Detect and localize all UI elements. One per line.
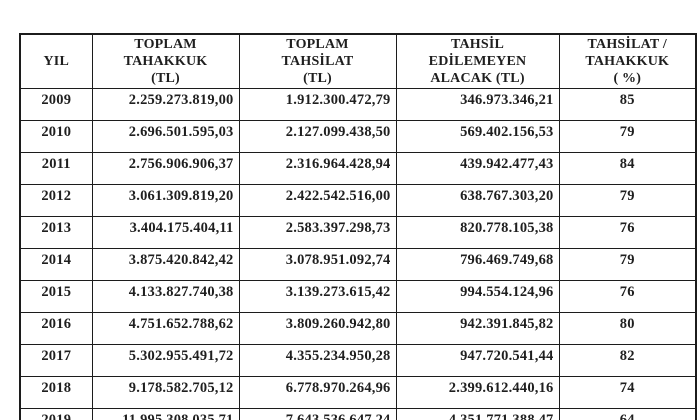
cell-toplam-tahsilat: 3.809.260.942,80 (238, 312, 397, 345)
cell-toplam-tahakkuk: 2.756.906.906,37 (91, 152, 240, 185)
column-header-tahsil-edilemeyen-alacak: TAHSİL EDİLEMEYEN ALACAK (TL) (395, 33, 560, 89)
cell-tahsilat-tahakkuk-orani: 79 (558, 248, 697, 281)
cell-toplam-tahakkuk: 4.133.827.740,38 (91, 280, 240, 313)
cell-toplam-tahakkuk: 3.875.420.842,42 (91, 248, 240, 281)
column-header-toplam-tahakkuk: TOPLAM TAHAKKUK (TL) (91, 33, 240, 89)
cell-toplam-tahsilat: 4.355.234.950,28 (238, 344, 397, 377)
cell-tahsilat-tahakkuk-orani: 85 (558, 88, 697, 121)
table-row: 2019 11.995.308.035,71 7.643.536.647,24 4.3… (19, 408, 697, 420)
cell-tahsil-edilemeyen-alacak: 4.351.771.388,47 (395, 408, 560, 420)
table-row: 2017 5.302.955.491,72 4.355.234.950,28 947.… (19, 344, 697, 377)
cell-tahsil-edilemeyen-alacak: 2.399.612.440,16 (395, 376, 560, 409)
cell-toplam-tahsilat: 3.078.951.092,74 (238, 248, 397, 281)
cell-tahsilat-tahakkuk-orani: 76 (558, 216, 697, 249)
tax-collection-table: YIL TOPLAM TAHAKKUK (TL) TOPLAM TAHSİLAT… (19, 33, 697, 420)
cell-year: 2013 (19, 216, 93, 249)
cell-tahsil-edilemeyen-alacak: 638.767.303,20 (395, 184, 560, 217)
cell-tahsil-edilemeyen-alacak: 569.402.156,53 (395, 120, 560, 153)
cell-year: 2014 (19, 248, 93, 281)
cell-toplam-tahsilat: 1.912.300.472,79 (238, 88, 397, 121)
cell-toplam-tahakkuk: 4.751.652.788,62 (91, 312, 240, 345)
table-body: 2009 2.259.273.819,00 1.912.300.472,79 346.… (19, 88, 697, 420)
cell-toplam-tahsilat: 2.583.397.298,73 (238, 216, 397, 249)
cell-tahsil-edilemeyen-alacak: 942.391.845,82 (395, 312, 560, 345)
cell-tahsilat-tahakkuk-orani: 79 (558, 120, 697, 153)
cell-toplam-tahsilat: 3.139.273.615,42 (238, 280, 397, 313)
cell-tahsilat-tahakkuk-orani: 79 (558, 184, 697, 217)
cell-tahsil-edilemeyen-alacak: 796.469.749,68 (395, 248, 560, 281)
cell-tahsilat-tahakkuk-orani: 74 (558, 376, 697, 409)
cell-year: 2019 (19, 408, 93, 420)
table-header: YIL TOPLAM TAHAKKUK (TL) TOPLAM TAHSİLAT… (19, 33, 697, 89)
table-row: 2018 9.178.582.705,12 6.778.970.264,96 2.39… (19, 376, 697, 409)
cell-tahsil-edilemeyen-alacak: 346.973.346,21 (395, 88, 560, 121)
cell-tahsilat-tahakkuk-orani: 80 (558, 312, 697, 345)
table-header-row: YIL TOPLAM TAHAKKUK (TL) TOPLAM TAHSİLAT… (19, 33, 697, 89)
cell-year: 2009 (19, 88, 93, 121)
cell-year: 2017 (19, 344, 93, 377)
cell-tahsil-edilemeyen-alacak: 947.720.541,44 (395, 344, 560, 377)
cell-toplam-tahsilat: 2.316.964.428,94 (238, 152, 397, 185)
column-header-yil: YIL (19, 33, 93, 89)
cell-toplam-tahakkuk: 5.302.955.491,72 (91, 344, 240, 377)
cell-year: 2010 (19, 120, 93, 153)
cell-tahsil-edilemeyen-alacak: 439.942.477,43 (395, 152, 560, 185)
cell-toplam-tahakkuk: 2.259.273.819,00 (91, 88, 240, 121)
cell-year: 2015 (19, 280, 93, 313)
cell-toplam-tahakkuk: 3.404.175.404,11 (91, 216, 240, 249)
table-row: 2010 2.696.501.595,03 2.127.099.438,50 569.… (19, 120, 697, 153)
cell-tahsilat-tahakkuk-orani: 64 (558, 408, 697, 420)
cell-tahsil-edilemeyen-alacak: 820.778.105,38 (395, 216, 560, 249)
table-row: 2015 4.133.827.740,38 3.139.273.615,42 994.… (19, 280, 697, 313)
cell-tahsilat-tahakkuk-orani: 82 (558, 344, 697, 377)
table-row: 2009 2.259.273.819,00 1.912.300.472,79 346.… (19, 88, 697, 121)
table-row: 2016 4.751.652.788,62 3.809.260.942,80 942.… (19, 312, 697, 345)
table-row: 2012 3.061.309.819,20 2.422.542.516,00 638.… (19, 184, 697, 217)
cell-year: 2016 (19, 312, 93, 345)
column-header-tahsilat-tahakkuk-orani: TAHSİLAT / TAHAKKUK ( %) (558, 33, 697, 89)
cell-tahsilat-tahakkuk-orani: 84 (558, 152, 697, 185)
cell-tahsil-edilemeyen-alacak: 994.554.124,96 (395, 280, 560, 313)
cell-year: 2012 (19, 184, 93, 217)
table-row: 2013 3.404.175.404,11 2.583.397.298,73 820.… (19, 216, 697, 249)
cell-toplam-tahakkuk: 3.061.309.819,20 (91, 184, 240, 217)
column-header-toplam-tahsilat: TOPLAM TAHSİLAT (TL) (238, 33, 397, 89)
cell-toplam-tahsilat: 2.127.099.438,50 (238, 120, 397, 153)
cell-toplam-tahakkuk: 2.696.501.595,03 (91, 120, 240, 153)
cell-year: 2011 (19, 152, 93, 185)
cell-toplam-tahsilat: 2.422.542.516,00 (238, 184, 397, 217)
table-row: 2014 3.875.420.842,42 3.078.951.092,74 796.… (19, 248, 697, 281)
cell-toplam-tahsilat: 7.643.536.647,24 (238, 408, 397, 420)
cell-year: 2018 (19, 376, 93, 409)
cell-toplam-tahakkuk: 11.995.308.035,71 (91, 408, 240, 420)
cell-toplam-tahsilat: 6.778.970.264,96 (238, 376, 397, 409)
table-row: 2011 2.756.906.906,37 2.316.964.428,94 439.… (19, 152, 697, 185)
cell-toplam-tahakkuk: 9.178.582.705,12 (91, 376, 240, 409)
cell-tahsilat-tahakkuk-orani: 76 (558, 280, 697, 313)
